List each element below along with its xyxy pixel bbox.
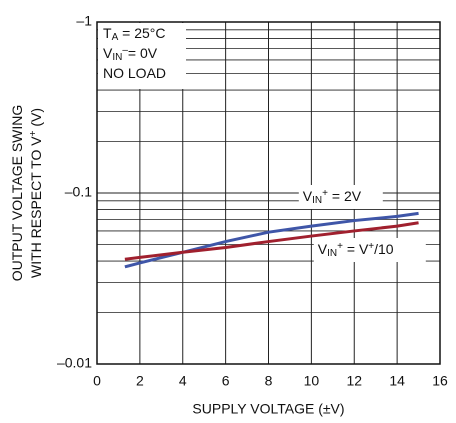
series-label-bg <box>298 185 383 209</box>
series-label: VIN+ = 2V <box>303 188 362 206</box>
x-tick-label: 0 <box>93 373 101 389</box>
x-tick-label: 16 <box>432 373 448 389</box>
condition: NO LOAD <box>103 65 166 81</box>
series-label-part: V <box>303 188 313 204</box>
x-tick-label: 4 <box>179 373 187 389</box>
series-label-part: /10 <box>374 241 394 257</box>
series-label-part: + <box>368 241 374 252</box>
series-label-part: IN <box>312 195 322 206</box>
y-tick-label: –1 <box>76 13 92 29</box>
condition-part: = 25°C <box>118 25 165 41</box>
y-axis-label-part: (V) <box>28 108 44 131</box>
series-label-part: = V <box>343 241 369 257</box>
series-label-part: V <box>318 241 328 257</box>
y-tick-label: –0.01 <box>57 355 92 371</box>
condition: VIN–= 0V <box>103 45 158 63</box>
series-label-part: + <box>322 188 328 199</box>
condition-part: = 0V <box>128 45 158 61</box>
y-axis-label-part: + <box>28 130 39 136</box>
plot-frame <box>96 21 441 365</box>
y-axis-label-part: OUTPUT VOLTAGE SWING <box>9 105 25 282</box>
series-label-part: IN <box>327 248 337 259</box>
condition-part: T <box>103 25 112 41</box>
series-line <box>124 221 419 261</box>
condition: TA = 25°C <box>103 25 165 43</box>
x-tick-label: 14 <box>389 373 405 389</box>
condition-part: A <box>112 32 119 43</box>
series-label-bg <box>313 238 426 262</box>
condition-part: V <box>103 45 113 61</box>
series-label: VIN+ = V+/10 <box>318 241 394 259</box>
y-axis-label: OUTPUT VOLTAGE SWING <box>9 105 25 282</box>
series-line <box>124 211 419 269</box>
x-tick-label: 10 <box>304 373 320 389</box>
series-label-part: + <box>337 241 343 252</box>
y-axis-label: WITH RESPECT TO V+ (V) <box>28 108 44 278</box>
x-tick-label: 8 <box>265 373 273 389</box>
x-tick-label: 6 <box>222 373 230 389</box>
condition-part: IN <box>112 52 122 63</box>
series-label-part: = 2V <box>328 188 362 204</box>
condition-part: – <box>122 45 128 56</box>
y-axis-label-part: WITH RESPECT TO V <box>28 136 44 278</box>
y-tick-label: –0.1 <box>65 184 92 200</box>
x-tick-label: 12 <box>346 373 362 389</box>
x-tick-label: 2 <box>136 373 144 389</box>
condition-part: NO LOAD <box>103 65 166 81</box>
conditions-box <box>98 23 186 89</box>
x-axis-label: SUPPLY VOLTAGE (±V) <box>192 401 344 417</box>
